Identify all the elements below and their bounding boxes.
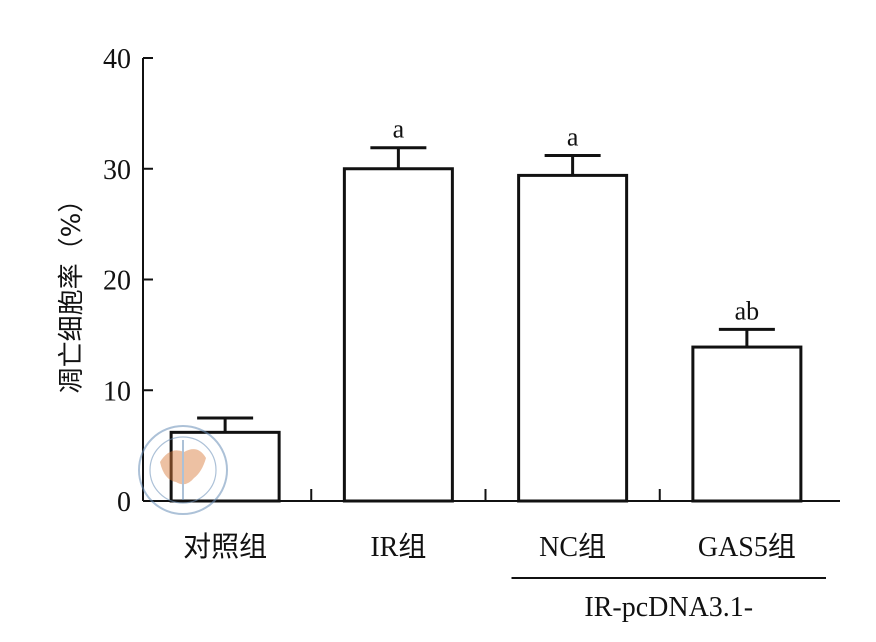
y-tick-label: 30 — [103, 155, 131, 186]
bar — [517, 173, 629, 503]
significance-label: a — [393, 115, 405, 144]
labels: 对照组 a IR组 a NC组 ab GAS5组 IR-pcDNA3.1- — [183, 115, 826, 623]
y-axis-label: 凋亡细胞率（%） — [57, 187, 87, 394]
y-tick-label: 40 — [103, 44, 131, 75]
bar — [169, 430, 281, 503]
bar — [691, 345, 803, 503]
x-tick-label: NC组 — [539, 531, 606, 563]
medical-association-seal-icon — [138, 425, 228, 515]
significance-label: ab — [735, 296, 760, 325]
x-tick-label: IR组 — [370, 531, 426, 563]
x-tick-label: 对照组 — [183, 531, 267, 563]
group-label: IR-pcDNA3.1- — [584, 592, 753, 623]
y-tick-label: 10 — [103, 376, 131, 407]
y-tick-label: 0 — [117, 487, 131, 518]
y-tick-label: 20 — [103, 266, 131, 297]
bars — [169, 146, 803, 503]
bar — [342, 167, 454, 503]
x-tick-label: GAS5组 — [698, 531, 796, 563]
significance-label: a — [567, 122, 579, 151]
